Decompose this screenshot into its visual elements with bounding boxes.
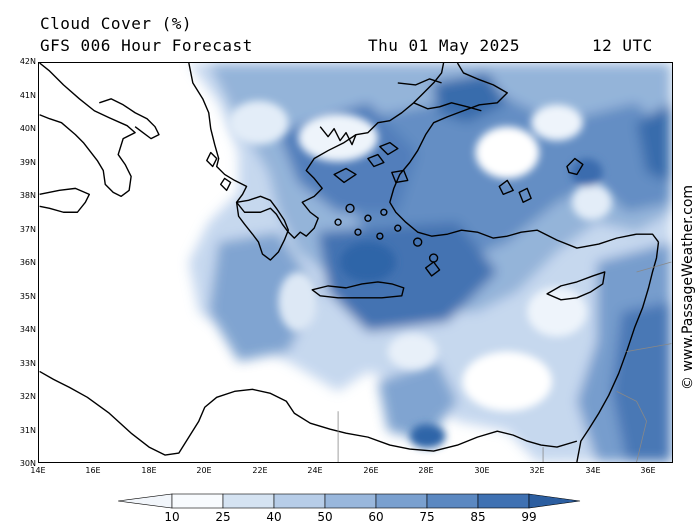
lon-label: 20E — [196, 466, 212, 475]
colorbar-tick: 60 — [368, 510, 384, 524]
lon-label: 24E — [307, 466, 323, 475]
lat-label: 38N — [19, 191, 36, 200]
lon-label: 32E — [529, 466, 545, 475]
colorbar-arrow-high — [528, 493, 581, 509]
lon-label: 16E — [85, 466, 101, 475]
lat-label: 31N — [19, 426, 36, 435]
lon-label: 36E — [640, 466, 656, 475]
colorbar-segment — [375, 493, 428, 509]
lat-label: 36N — [19, 258, 36, 267]
colorbar-segment — [273, 493, 326, 509]
lat-label: 41N — [19, 91, 36, 100]
colorbar-segment — [171, 493, 224, 509]
colorbar — [118, 493, 581, 509]
lon-label: 30E — [474, 466, 490, 475]
credit-text: © www.PassageWeather.com — [680, 185, 696, 390]
coastlines — [39, 63, 660, 462]
lat-label: 40N — [19, 124, 36, 133]
lon-label: 34E — [585, 466, 601, 475]
cloud-field — [188, 63, 672, 462]
lat-label: 39N — [19, 158, 36, 167]
country-borders — [337, 261, 672, 462]
colorbar-arrow-low — [118, 493, 173, 509]
lat-label: 35N — [19, 292, 36, 301]
lat-label: 34N — [19, 325, 36, 334]
colorbar-tick: 10 — [164, 510, 180, 524]
lat-label: 32N — [19, 392, 36, 401]
colorbar-tick: 99 — [521, 510, 537, 524]
colorbar-tick: 85 — [470, 510, 486, 524]
forecast-subtitle: GFS 006 Hour Forecast — [40, 36, 253, 55]
lat-label: 33N — [19, 359, 36, 368]
colorbar-segment — [324, 493, 377, 509]
lon-label: 22E — [252, 466, 268, 475]
lat-label: 37N — [19, 225, 36, 234]
lat-label: 30N — [19, 459, 36, 468]
lat-label: 42N — [19, 57, 36, 66]
lon-label: 26E — [363, 466, 379, 475]
lon-label: 14E — [30, 466, 46, 475]
forecast-time: 12 UTC — [592, 36, 653, 55]
colorbar-tick: 40 — [266, 510, 282, 524]
colorbar-segment — [426, 493, 479, 509]
colorbar-segment — [222, 493, 275, 509]
lon-label: 18E — [141, 466, 157, 475]
colorbar-segment — [477, 493, 530, 509]
colorbar-tick: 25 — [215, 510, 231, 524]
lon-label: 28E — [418, 466, 434, 475]
credit-watermark: © www.PassageWeather.com — [680, 185, 696, 390]
chart-title: Cloud Cover (%) — [40, 14, 192, 33]
cloud-cover-map — [38, 62, 673, 463]
colorbar-tick: 75 — [419, 510, 435, 524]
colorbar-tick: 50 — [317, 510, 333, 524]
forecast-date: Thu 01 May 2025 — [368, 36, 520, 55]
